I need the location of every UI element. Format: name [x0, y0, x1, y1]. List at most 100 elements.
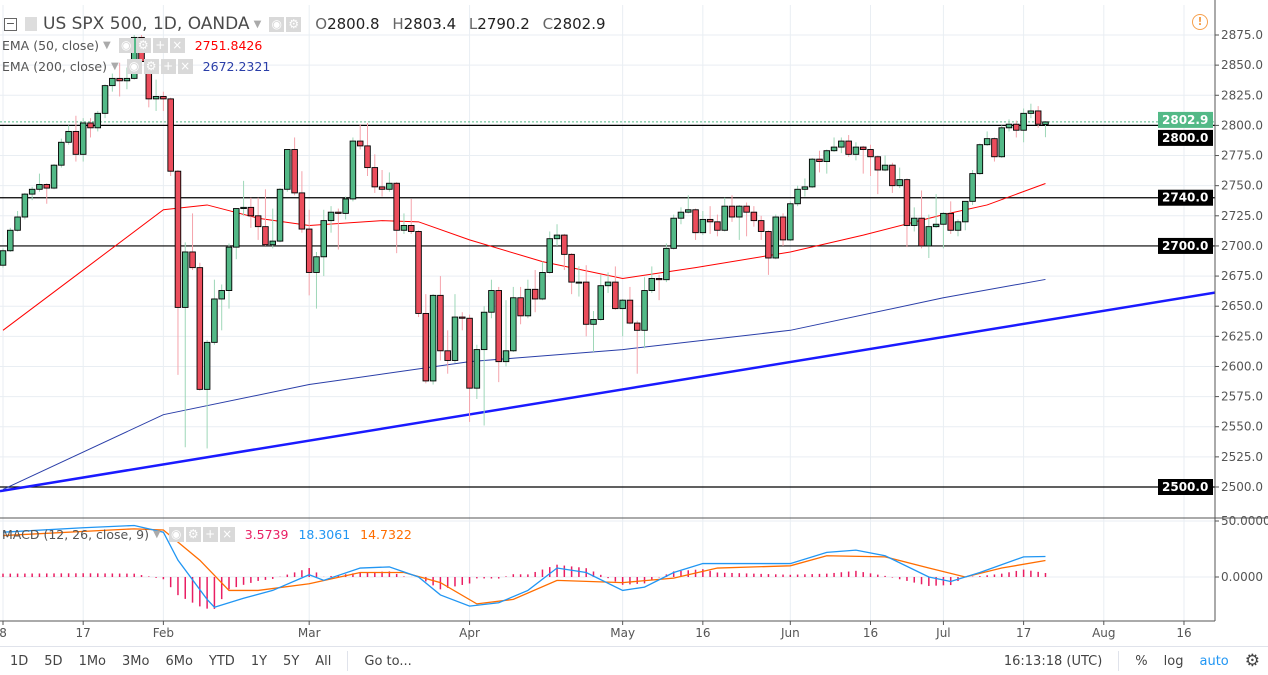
candle — [976, 143, 984, 175]
candle — [1020, 108, 1027, 143]
level-price-label: 2740.0 — [1162, 191, 1208, 205]
candle-body — [123, 77, 131, 82]
axes: 2875.0 2850.0 2825.0 2800.0 2775.0 2750.0 2725… — [0, 0, 1268, 640]
candle — [918, 190, 925, 249]
gear-icon[interactable]: ⚙ — [185, 527, 201, 542]
chevron-down-icon[interactable]: ▼ — [110, 61, 119, 72]
candle — [371, 154, 379, 193]
clock-time[interactable]: 16:13:18 (UTC) — [1003, 653, 1103, 669]
candle — [991, 137, 998, 162]
candle-body — [765, 231, 772, 259]
price-tick-label: 2525.0 — [1221, 450, 1263, 464]
candle — [116, 62, 123, 97]
symbol-title[interactable]: US SPX 500, 1D, OANDA — [43, 14, 250, 34]
range-3mo[interactable]: 3Mo — [122, 653, 150, 669]
candle — [787, 201, 794, 242]
price-tick-label: 2550.0 — [1221, 420, 1263, 434]
plus-icon[interactable]: + — [152, 38, 168, 53]
candle-body — [808, 158, 816, 188]
candle — [422, 294, 430, 384]
trendline — [0, 291, 1215, 493]
candle-body — [947, 212, 954, 231]
candle-body — [342, 198, 349, 214]
level-price-label-bg — [1158, 237, 1213, 254]
chevron-down-icon[interactable]: ▼ — [253, 18, 262, 30]
auto-toggle[interactable]: auto — [1199, 653, 1229, 669]
alert-icon[interactable]: ! — [1192, 14, 1208, 30]
candle — [269, 208, 276, 249]
candle-body — [130, 36, 138, 79]
candle — [655, 274, 663, 301]
chevron-down-icon[interactable]: ▼ — [103, 40, 111, 51]
range-1mo[interactable]: 1Mo — [78, 653, 107, 669]
candle-body — [356, 140, 364, 147]
candle-body — [531, 288, 539, 300]
range-5y[interactable]: 5Y — [283, 653, 300, 669]
candle-body — [750, 211, 758, 222]
candle-body — [838, 140, 845, 148]
plus-icon[interactable]: + — [202, 527, 218, 542]
collapse-icon[interactable]: − — [4, 16, 17, 31]
candle — [28, 186, 36, 201]
gear-icon[interactable]: ⚙ — [1244, 651, 1260, 671]
candle-body — [203, 341, 211, 390]
close-icon[interactable]: × — [219, 527, 235, 542]
percent-toggle[interactable]: % — [1135, 653, 1148, 669]
goto-button[interactable]: Go to... — [364, 653, 412, 669]
candle-body — [830, 146, 838, 152]
candle — [612, 266, 619, 310]
candle-body — [393, 182, 400, 231]
candle-body — [269, 240, 276, 246]
macd-pane[interactable] — [2, 524, 1047, 609]
candle — [932, 194, 940, 228]
range-ytd[interactable]: YTD — [208, 653, 235, 669]
chevron-down-icon[interactable]: ▼ — [153, 529, 161, 540]
candle-body — [7, 229, 14, 252]
low-label: L — [468, 15, 478, 33]
candle — [50, 163, 58, 190]
candle — [1042, 121, 1049, 138]
candle-body — [911, 217, 918, 226]
ema50-label[interactable]: EMA (50, close) — [2, 38, 100, 53]
candle — [466, 314, 473, 422]
candle-body — [517, 297, 524, 317]
ema200-line — [2, 278, 1046, 490]
candle — [699, 210, 707, 236]
candle — [954, 219, 962, 237]
close-icon[interactable]: × — [169, 38, 185, 53]
candle-body — [65, 130, 72, 143]
range-5d[interactable]: 5D — [44, 653, 63, 669]
candle — [378, 169, 386, 197]
eye-icon[interactable]: ◉ — [126, 59, 142, 74]
macd-label[interactable]: MACD (12, 26, close, 9) — [2, 527, 149, 542]
range-6mo[interactable]: 6Mo — [165, 653, 193, 669]
gear-icon[interactable]: ⚙ — [286, 16, 302, 32]
time-tick-label: 17 — [1016, 626, 1031, 640]
gear-icon[interactable]: ⚙ — [135, 38, 151, 53]
price-pane[interactable] — [0, 35, 1215, 493]
macd-line — [2, 524, 1046, 608]
candle-body — [823, 150, 831, 163]
range-1y[interactable]: 1Y — [250, 653, 268, 669]
candle — [830, 137, 838, 152]
eye-icon[interactable]: ◉ — [269, 16, 285, 32]
eye-icon[interactable]: ◉ — [168, 527, 184, 542]
candle — [94, 110, 102, 132]
plus-icon[interactable]: + — [160, 59, 176, 74]
close-icon[interactable]: × — [177, 59, 193, 74]
candle — [757, 215, 765, 240]
ema200-label[interactable]: EMA (200, close) — [2, 59, 107, 74]
gear-icon[interactable]: ⚙ — [143, 59, 159, 74]
range-1d[interactable]: 1D — [10, 653, 29, 669]
candle — [240, 180, 247, 216]
eye-icon[interactable]: ◉ — [118, 38, 134, 53]
macd-tick-label: 0.0000 — [1221, 570, 1263, 584]
candle — [327, 206, 335, 233]
candle-body — [36, 184, 43, 190]
range-all[interactable]: All — [315, 653, 332, 669]
candle — [962, 200, 969, 231]
candle — [43, 183, 50, 204]
candle-body — [94, 112, 102, 129]
log-toggle[interactable]: log — [1163, 653, 1184, 669]
